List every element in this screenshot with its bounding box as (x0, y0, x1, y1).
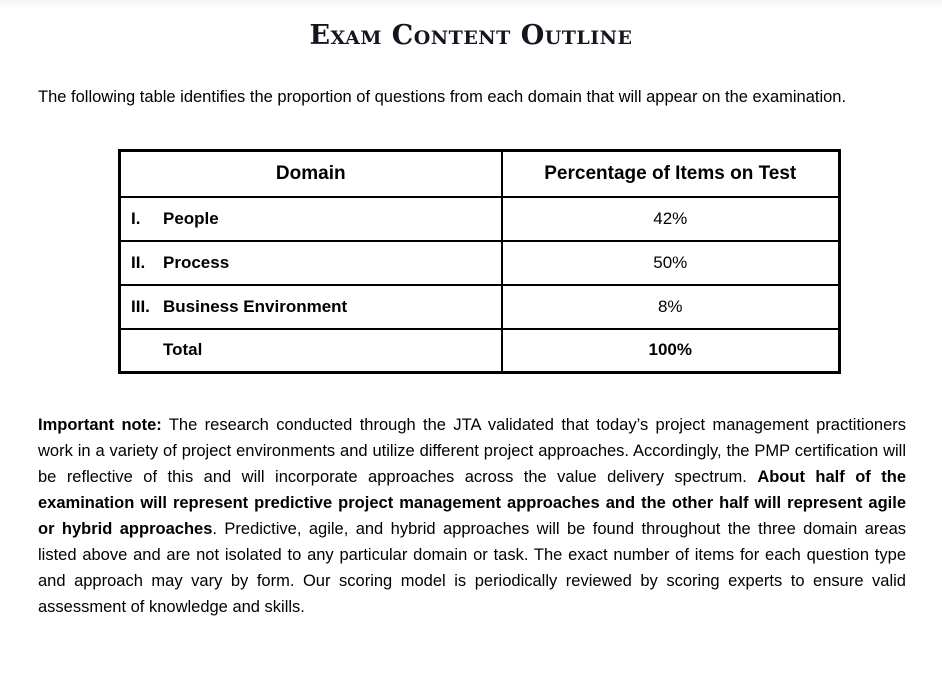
domain-cell: Total (118, 327, 503, 374)
domain-label: Business Environment (163, 296, 348, 316)
intro-paragraph: The following table identifies the propo… (38, 88, 847, 106)
domain-label: Total (163, 340, 203, 360)
domain-cell: II. Process (118, 239, 503, 286)
table-header-row: Domain Percentage of Items on Test (118, 149, 841, 198)
column-header-domain: Domain (118, 149, 503, 198)
table-row: I. People 42% (118, 195, 841, 242)
note-bold-segment: Important note: (38, 416, 162, 434)
domain-table-body: I. People 42% II. Process 50% III. Business Env… (118, 195, 841, 374)
percentage-cell: 50% (500, 239, 841, 286)
page-title: Exam Content Outline (309, 20, 633, 51)
column-header-percentage: Percentage of Items on Test (500, 149, 841, 198)
important-note-paragraph: Important note: The research conducted t… (38, 412, 906, 620)
table-row: Total 100% (118, 327, 841, 374)
domain-numeral: III. (131, 296, 150, 316)
note-bold-segment: About half of the examination will repre… (38, 468, 907, 538)
domain-label: People (163, 208, 219, 228)
domain-numeral: II. (131, 252, 146, 272)
domain-cell: I. People (118, 195, 503, 242)
domain-numeral: I. (131, 208, 141, 228)
note-text-segment: . Predictive, agile, and hybrid approach… (38, 520, 906, 616)
table-row: III. Business Environment 8% (118, 283, 841, 330)
domain-label: Process (163, 252, 230, 272)
percentage-cell: 100% (500, 327, 841, 374)
table-row: II. Process 50% (118, 239, 841, 286)
percentage-cell: 42% (500, 195, 841, 242)
note-text-segment: The research conducted through the JTA v… (38, 416, 906, 486)
domain-table: Domain Percentage of Items on Test I. Peo… (118, 149, 841, 374)
domain-cell: III. Business Environment (118, 283, 503, 330)
percentage-cell: 8% (500, 283, 841, 330)
